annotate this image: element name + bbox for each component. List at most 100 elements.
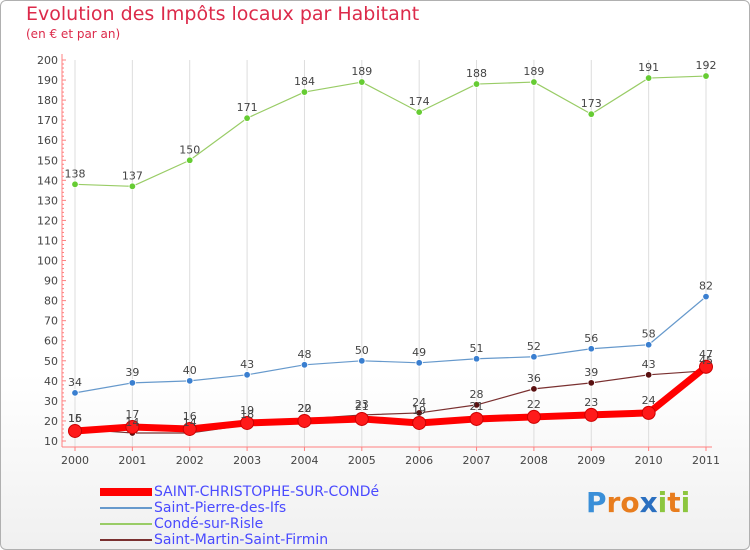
grid-layer xyxy=(74,60,707,447)
data-label: 50 xyxy=(355,344,369,357)
data-point xyxy=(472,401,481,409)
data-label: 173 xyxy=(581,97,602,110)
data-label: 14 xyxy=(125,416,139,429)
y-tick-label: 110 xyxy=(37,234,58,247)
data-point xyxy=(644,371,653,379)
x-tick-label: 2003 xyxy=(233,454,261,467)
y-tick-label: 60 xyxy=(44,335,58,348)
data-label: 58 xyxy=(642,328,656,341)
legend-swatch xyxy=(100,507,152,509)
data-label: 28 xyxy=(470,388,484,401)
data-point xyxy=(587,345,595,353)
chart-title: Evolution des Impôts locaux par Habitant xyxy=(26,3,420,25)
y-tick-label: 90 xyxy=(44,275,58,288)
data-point xyxy=(297,413,312,428)
data-label: 17 xyxy=(125,408,139,421)
y-tick-label: 190 xyxy=(37,74,58,87)
logo-letter: P xyxy=(586,486,607,519)
x-tick-label: 2007 xyxy=(463,454,491,467)
series-line xyxy=(74,75,707,187)
data-label: 191 xyxy=(638,61,659,74)
data-label: 192 xyxy=(696,59,717,72)
x-tick-label: 2002 xyxy=(176,454,204,467)
data-point xyxy=(530,385,538,393)
data-label: 23 xyxy=(355,398,369,411)
logo-letter: r xyxy=(606,486,621,519)
data-point xyxy=(125,419,140,434)
x-tick-label: 2001 xyxy=(118,454,146,467)
data-point xyxy=(243,114,251,122)
logo-letter: o xyxy=(620,486,640,519)
x-tick-label: 2004 xyxy=(290,454,318,467)
data-label: 40 xyxy=(183,364,197,377)
data-label: 138 xyxy=(65,167,86,180)
x-tick-label: 2009 xyxy=(577,454,605,467)
data-label: 14 xyxy=(183,416,197,429)
data-point xyxy=(300,361,309,369)
y-tick-label: 80 xyxy=(44,295,58,308)
data-label: 49 xyxy=(412,346,426,359)
data-point xyxy=(186,377,194,385)
y-tick-label: 200 xyxy=(37,54,58,67)
data-point xyxy=(641,405,656,420)
data-label: 150 xyxy=(179,143,200,156)
y-tick-label: 170 xyxy=(37,114,58,127)
logo-letter: i xyxy=(657,486,668,519)
x-tick-label: 2005 xyxy=(348,454,376,467)
data-label: 174 xyxy=(409,95,430,108)
data-point xyxy=(415,108,423,116)
data-label: 188 xyxy=(466,67,487,80)
y-tick-label: 150 xyxy=(37,154,58,167)
data-label: 16 xyxy=(68,412,82,425)
data-point xyxy=(243,371,251,379)
y-tick-label: 10 xyxy=(44,435,58,448)
data-point xyxy=(584,407,599,422)
data-point xyxy=(354,411,369,426)
data-point xyxy=(128,379,137,387)
data-point xyxy=(415,359,423,367)
data-label-layer: 138 137 150 171 184 189 174 188 189 173 191 192 34 39… xyxy=(65,59,717,429)
data-label: 18 xyxy=(240,408,254,421)
y-tick-label: 100 xyxy=(37,255,58,268)
legend-label: Saint-Martin-Saint-Firmin xyxy=(154,532,329,548)
data-point xyxy=(128,182,137,191)
logo-letter: i xyxy=(680,486,691,519)
data-point xyxy=(186,156,194,164)
data-label: 21 xyxy=(355,400,369,413)
data-point xyxy=(526,409,541,424)
data-label: 22 xyxy=(297,402,311,415)
data-label: 20 xyxy=(297,402,311,415)
data-label: 19 xyxy=(412,404,426,417)
data-label: 56 xyxy=(584,332,598,345)
data-point xyxy=(358,78,366,86)
data-point xyxy=(530,353,538,361)
data-label: 137 xyxy=(122,169,143,182)
data-label: 39 xyxy=(125,366,139,379)
data-point xyxy=(644,341,653,349)
data-point xyxy=(240,415,255,430)
line-chart: 10 20 30 40 50 60 70 80 90 100 110 120 130 140 150 160 1… xyxy=(37,54,720,467)
data-point xyxy=(587,379,595,387)
legend-swatch xyxy=(100,539,152,541)
data-label: 51 xyxy=(470,342,484,355)
data-point xyxy=(68,423,82,438)
data-label: 47 xyxy=(699,348,713,361)
data-point xyxy=(587,110,595,118)
data-point xyxy=(644,74,653,82)
y-tick-label: 140 xyxy=(37,174,58,187)
legend-label: SAINT-CHRISTOPHE-SUR-CONDé xyxy=(154,484,380,500)
data-label: 43 xyxy=(642,358,656,371)
data-label: 82 xyxy=(699,280,713,293)
y-tick-label: 130 xyxy=(37,194,58,207)
x-tick-label: 2011 xyxy=(692,454,720,467)
x-tick-label: 2010 xyxy=(635,454,663,467)
data-point xyxy=(469,411,484,426)
series-line xyxy=(71,363,710,435)
x-tick-label: 2006 xyxy=(405,454,433,467)
y-tick-label: 50 xyxy=(44,355,58,368)
y-tick-label: 30 xyxy=(44,395,58,408)
data-label: 43 xyxy=(240,358,254,371)
data-label: 45 xyxy=(699,354,713,367)
legend-label: Saint-Pierre-des-Ifs xyxy=(154,500,287,516)
